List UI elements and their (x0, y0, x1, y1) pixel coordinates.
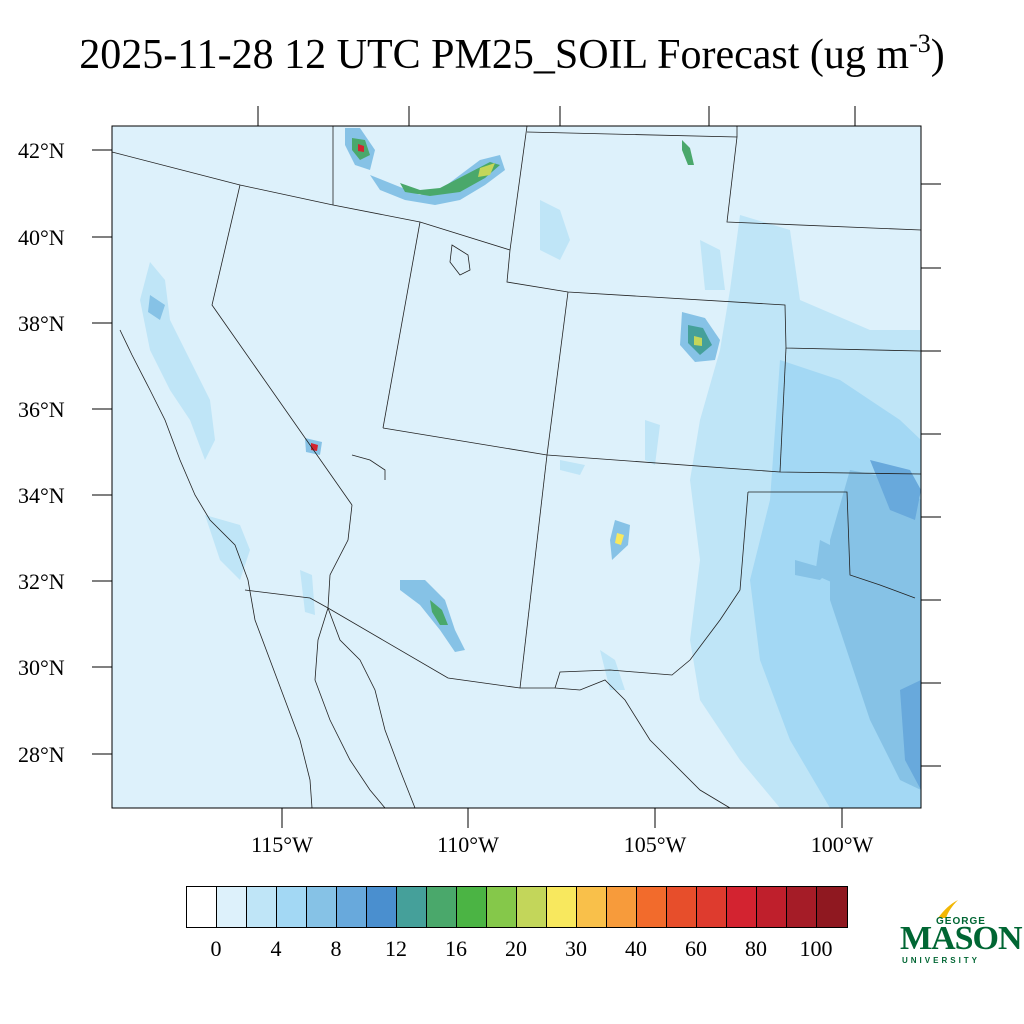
lat-label-40: 40°N (18, 225, 65, 250)
axis-ticks (92, 106, 941, 828)
colorbar-label-0: 0 (210, 936, 222, 961)
political-boundaries (111, 125, 922, 809)
sierra-field-dark (148, 295, 165, 320)
colorbar-swatch (577, 887, 607, 927)
boundary-line (519, 454, 548, 689)
arizona-band (400, 580, 465, 652)
plains-field-dark (830, 470, 921, 790)
logo-line-university: UNIVERSITY (902, 956, 981, 965)
colorbar-swatch (187, 887, 217, 927)
map-frame (111, 125, 922, 809)
colorbar-swatch (457, 887, 487, 927)
colorbar-swatch (697, 887, 727, 927)
plains-field-darker (870, 460, 921, 520)
george-mason-logo: GEORGE MASON UNIVERSITY (898, 898, 1023, 970)
lat-label-36: 36°N (18, 397, 65, 422)
colorbar (186, 886, 848, 928)
boundary-line (327, 504, 353, 609)
lat-label-42: 42°N (18, 138, 65, 163)
colorbar-swatch (337, 887, 367, 927)
colorbar-swatch (277, 887, 307, 927)
colorbar-swatch (397, 887, 427, 927)
lat-label-32: 32°N (18, 569, 65, 594)
boundary-line (382, 427, 922, 475)
colorbar-swatch (817, 887, 847, 927)
lat-label-38: 38°N (18, 311, 65, 336)
title-close: ) (930, 32, 945, 78)
colorbar-label-4: 4 (270, 936, 282, 961)
colorbar-swatch (787, 887, 817, 927)
boundary-line (546, 291, 569, 456)
plains-field-darker (815, 540, 860, 590)
colorbar-label-8: 8 (330, 936, 342, 961)
colorbar-swatch (637, 887, 667, 927)
wyoming-band-peak (478, 163, 495, 177)
colorbar-swatch (547, 887, 577, 927)
forecast-map (92, 106, 941, 828)
lon-label-105w: 105°W (623, 832, 687, 857)
coastline (327, 607, 416, 809)
idaho-hotspot-peak (358, 144, 364, 152)
wyoming-band-core (400, 162, 500, 196)
flame-shape (938, 900, 958, 918)
boundary-line (554, 679, 731, 809)
lon-label-100w: 100°W (810, 832, 874, 857)
scattered-patch (560, 460, 585, 475)
lat-label-34: 34°N (18, 483, 65, 508)
lon-label-110w: 110°W (437, 832, 499, 857)
boundary-line (554, 491, 749, 689)
dakota-hotspot (682, 140, 694, 165)
scattered-patch (540, 200, 570, 260)
scattered-patch (645, 420, 660, 465)
colorbar-swatch (667, 887, 697, 927)
colorbar-label-20: 20 (505, 936, 527, 961)
lon-label-115w: 115°W (251, 832, 313, 857)
lake-outline (449, 244, 471, 276)
coastline (119, 329, 313, 809)
colorbar-swatch (367, 887, 397, 927)
colorbar-label-40: 40 (625, 936, 647, 961)
boundary-line (382, 221, 421, 429)
lat-label-30: 30°N (18, 655, 65, 680)
title-superscript: -3 (909, 29, 931, 58)
colorbar-swatch (517, 887, 547, 927)
boundary-line (779, 347, 787, 473)
colorbar-swatch (607, 887, 637, 927)
concentration-field (140, 128, 921, 808)
plains-field-darker (900, 680, 921, 790)
boundary-line (244, 589, 555, 689)
colorbar-label-30: 30 (565, 936, 587, 961)
colorbar-swatch (307, 887, 337, 927)
arizona-band-core (430, 600, 448, 625)
colorbar-label-60: 60 (685, 936, 707, 961)
colorbar-label-16: 16 (445, 936, 467, 961)
logo-line-george: GEORGE (936, 916, 986, 927)
socal-field (205, 515, 250, 580)
newmexico-hotspot-core (615, 533, 624, 545)
river-outline (351, 454, 386, 480)
colorbar-label-12: 12 (385, 936, 407, 961)
logo-line-mason: MASON (900, 920, 1023, 957)
boundary-line (211, 184, 353, 506)
wyoming-band (370, 155, 505, 205)
coastline (314, 607, 386, 809)
title-main: 2025-11-28 12 UTC PM25_SOIL Forecast (ug… (79, 32, 910, 78)
map-title: 2025-11-28 12 UTC PM25_SOIL Forecast (ug… (0, 29, 1024, 78)
flame-icon (938, 900, 958, 918)
colorbar-swatch (247, 887, 277, 927)
boundary-line (526, 131, 922, 231)
colorbar-label-80: 80 (745, 936, 767, 961)
colorado-hotspot-peak (694, 336, 702, 346)
colorbar-swatch (427, 887, 457, 927)
lat-label-28: 28°N (18, 742, 65, 767)
colorbar-swatch (727, 887, 757, 927)
colorbar-swatch (487, 887, 517, 927)
boundary-line (748, 491, 916, 599)
colorbar-swatch (217, 887, 247, 927)
scattered-patch (700, 240, 725, 290)
colorbar-swatch (757, 887, 787, 927)
colorbar-label-100: 100 (799, 936, 833, 961)
plains-field-darker (795, 560, 830, 580)
baja-field (300, 570, 315, 615)
